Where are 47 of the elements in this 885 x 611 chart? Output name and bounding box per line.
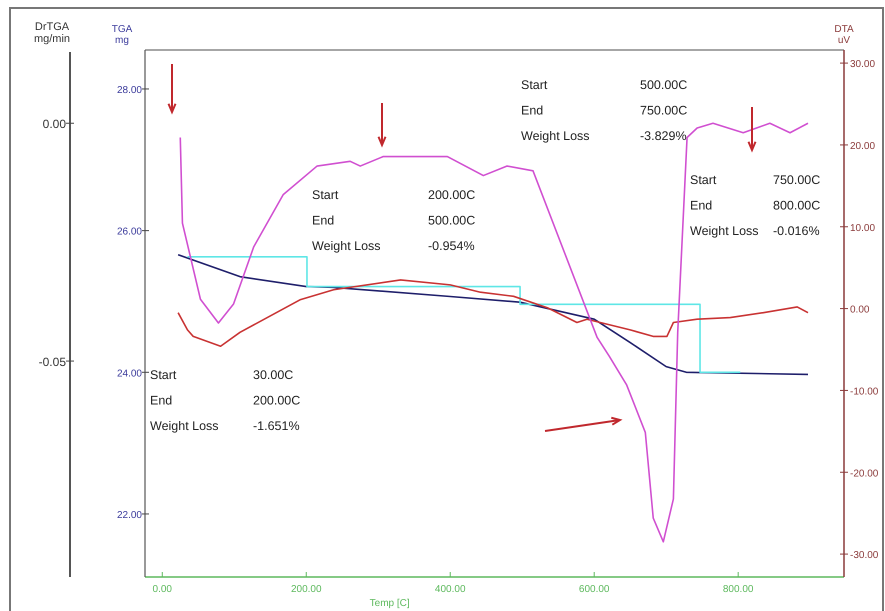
y2-tick-label: -10.00	[850, 386, 879, 398]
annotation: Weight Loss	[690, 224, 759, 238]
y3-tick-label: 0.00	[42, 117, 66, 132]
x-tick-label: 400.00	[434, 584, 466, 595]
x-tick-label: 600.00	[578, 584, 610, 595]
annotation: Weight Loss	[521, 129, 590, 143]
annotation: End	[312, 214, 334, 228]
annotation: Weight Loss	[312, 239, 381, 253]
x-tick-label: 200.00	[290, 584, 322, 595]
y2-axis-title: DTA uV	[834, 24, 854, 46]
annotation: 200.00C	[253, 394, 300, 408]
y3-tick-label: -0.05	[38, 355, 66, 370]
y-axis-title: TGA mg	[112, 24, 133, 46]
y-tick-label: 28.00	[116, 84, 142, 96]
annotation: Start	[150, 368, 177, 382]
y2-tick-label: -20.00	[850, 468, 879, 480]
y2-tick-label: 10.00	[850, 222, 876, 234]
annotation: 800.00C	[773, 198, 820, 212]
annotation: 200.00C	[428, 188, 476, 202]
annotation: -0.954%	[428, 239, 475, 253]
annotation: 500.00C	[640, 78, 688, 92]
annotation: 30.00C	[253, 368, 294, 382]
annotation: End	[521, 104, 544, 118]
annotation: -0.016%	[773, 224, 820, 238]
annotation: -3.829%	[640, 129, 687, 143]
x-tick-label: 800.00	[722, 584, 754, 595]
y3-axis-title: DrTGA mg/min	[34, 21, 70, 45]
y2-tick-label: 0.00	[850, 304, 870, 316]
annotation: Start	[312, 188, 339, 202]
annotation: Start	[521, 78, 548, 92]
x-tick-label: 0.00	[152, 584, 172, 595]
annotation: Weight Loss	[150, 419, 219, 433]
annotation: 750.00C	[773, 173, 820, 187]
y2-tick-label: -30.00	[850, 550, 879, 562]
y2-tick-label: 20.00	[850, 140, 876, 152]
annotation: -1.651%	[253, 419, 300, 433]
y-tick-label: 24.00	[116, 368, 142, 380]
annotation: 500.00C	[428, 214, 476, 228]
x-axis-title: Temp [C]	[370, 598, 410, 609]
y-tick-label: 22.00	[116, 510, 142, 521]
y-tick-label: 26.00	[116, 226, 142, 238]
line-series	[177, 279, 809, 348]
annotation: 750.00C	[640, 104, 688, 118]
annotation: End	[150, 394, 172, 408]
annotation: End	[690, 198, 712, 212]
annotation: Start	[690, 173, 717, 187]
y2-tick-label: 30.00	[850, 59, 876, 70]
